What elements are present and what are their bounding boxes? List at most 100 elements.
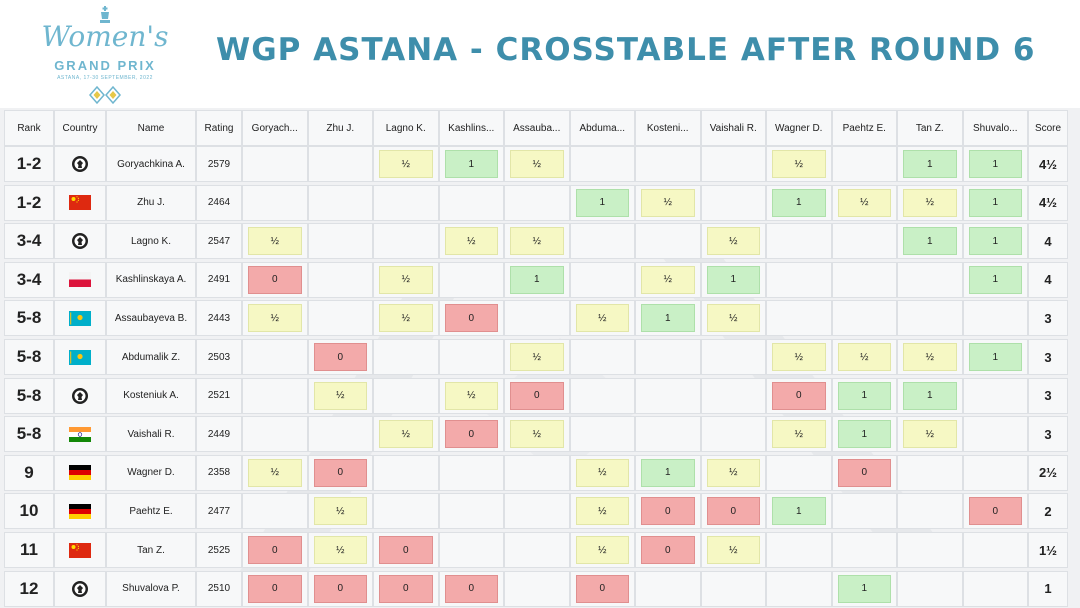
result-win: 1 — [903, 150, 957, 178]
rating-cell: 2503 — [196, 339, 242, 375]
result-cell — [242, 146, 308, 182]
result-loss: 0 — [706, 497, 760, 526]
flag-india-icon — [69, 426, 91, 442]
rank-cell: 11 — [4, 532, 54, 568]
result-win: 1 — [837, 574, 891, 603]
result-draw: ½ — [641, 265, 695, 294]
result-cell — [635, 377, 701, 414]
result-cell — [635, 339, 701, 375]
result-cell — [635, 223, 701, 260]
result-draw: ½ — [510, 343, 564, 371]
result-loss: 0 — [444, 304, 498, 333]
result-draw: ½ — [379, 304, 433, 333]
result-draw: ½ — [903, 420, 957, 449]
header: Women's GRAND PRIX ASTANA, 17-30 SEPTEMB… — [0, 0, 1080, 108]
score-cell: 1½ — [1028, 532, 1068, 568]
rating-cell: 2464 — [196, 184, 242, 221]
score-cell: 4 — [1028, 223, 1068, 260]
result-draw: ½ — [706, 227, 760, 256]
result-cell — [242, 184, 308, 221]
result-cell — [635, 146, 701, 182]
player-name: Goryachkina A. — [106, 146, 196, 182]
rank-cell: 3-4 — [4, 223, 54, 260]
result-win: 1 — [641, 304, 695, 333]
result-cell — [635, 570, 701, 607]
result-draw: ½ — [903, 188, 957, 217]
score-cell: 2½ — [1028, 454, 1068, 491]
diamonds-icon — [89, 85, 121, 105]
result-draw: ½ — [575, 304, 629, 333]
score-cell: 1 — [1028, 570, 1068, 607]
result-win: 1 — [968, 188, 1022, 217]
result-win: 1 — [903, 227, 957, 256]
result-win: 1 — [772, 188, 826, 217]
result-draw: ½ — [510, 150, 564, 178]
player-name: Vaishali R. — [106, 416, 196, 453]
header-opponent: Vaishali R. — [700, 110, 766, 146]
table-row: 5-8 Vaishali R. 2449 ½ 0 ½ ½ 1 ½ 3 — [0, 416, 1080, 453]
fide-flag-icon — [72, 387, 88, 404]
result-win: 1 — [903, 381, 957, 410]
result-draw: ½ — [248, 227, 302, 256]
result-win: 1 — [968, 150, 1022, 178]
result-loss: 0 — [379, 574, 433, 603]
result-draw: ½ — [444, 227, 498, 256]
result-win: 1 — [968, 343, 1022, 371]
result-draw: ½ — [379, 420, 433, 449]
result-cell — [897, 570, 963, 607]
result-draw: ½ — [510, 420, 564, 449]
result-draw: ½ — [706, 536, 760, 564]
result-cell — [700, 184, 766, 221]
result-cell — [438, 454, 504, 491]
result-cell — [373, 223, 439, 260]
player-name: Kashlinskaya A. — [106, 261, 196, 298]
rating-cell: 2521 — [196, 377, 242, 414]
rating-cell: 2449 — [196, 416, 242, 453]
player-name: Lagno K. — [106, 223, 196, 260]
result-cell — [700, 146, 766, 182]
table-row: 5-8 Assaubayeva B. 2443 ½ ½ 0 ½ 1 ½ 3 — [0, 300, 1080, 337]
result-cell — [569, 416, 635, 453]
country-cell — [54, 454, 106, 491]
result-cell — [962, 300, 1028, 337]
result-loss: 0 — [575, 574, 629, 603]
result-cell — [766, 300, 832, 337]
result-cell — [438, 261, 504, 298]
result-cell — [766, 532, 832, 568]
flag-germany-icon — [69, 503, 91, 519]
result-cell — [897, 261, 963, 298]
result-cell — [700, 339, 766, 375]
rating-cell: 2510 — [196, 570, 242, 607]
result-draw: ½ — [575, 536, 629, 564]
result-cell — [438, 184, 504, 221]
result-draw: ½ — [313, 497, 367, 526]
header-rank: Rank — [4, 110, 54, 146]
result-loss: 0 — [641, 536, 695, 564]
crosstable: Rank Country Name Rating Goryach... Zhu J. Lag… — [0, 108, 1080, 608]
score-cell: 4½ — [1028, 184, 1068, 221]
result-cell — [700, 570, 766, 607]
page-title: WGP ASTANA - CROSSTABLE AFTER ROUND 6 — [216, 32, 1036, 68]
result-cell — [307, 146, 373, 182]
result-cell — [307, 184, 373, 221]
fide-flag-icon — [72, 156, 88, 172]
result-cell — [569, 146, 635, 182]
result-draw: ½ — [772, 150, 826, 178]
rating-cell: 2547 — [196, 223, 242, 260]
result-loss: 0 — [248, 536, 302, 564]
result-loss: 0 — [444, 420, 498, 449]
result-cell — [897, 493, 963, 530]
result-cell — [373, 184, 439, 221]
result-loss: 0 — [968, 497, 1022, 526]
country-cell — [54, 532, 106, 568]
fide-flag-icon — [72, 233, 88, 250]
score-cell: 4½ — [1028, 146, 1068, 182]
logo-grand-prix-text: GRAND PRIX — [54, 58, 156, 73]
country-cell — [54, 570, 106, 607]
header-opponent: Goryach... — [242, 110, 308, 146]
result-cell — [569, 377, 635, 414]
table-row: 10 Paehtz E. 2477 ½ ½ 0 0 1 0 2 — [0, 493, 1080, 530]
flag-china-icon — [69, 542, 91, 558]
rating-cell: 2579 — [196, 146, 242, 182]
result-draw: ½ — [903, 343, 957, 371]
